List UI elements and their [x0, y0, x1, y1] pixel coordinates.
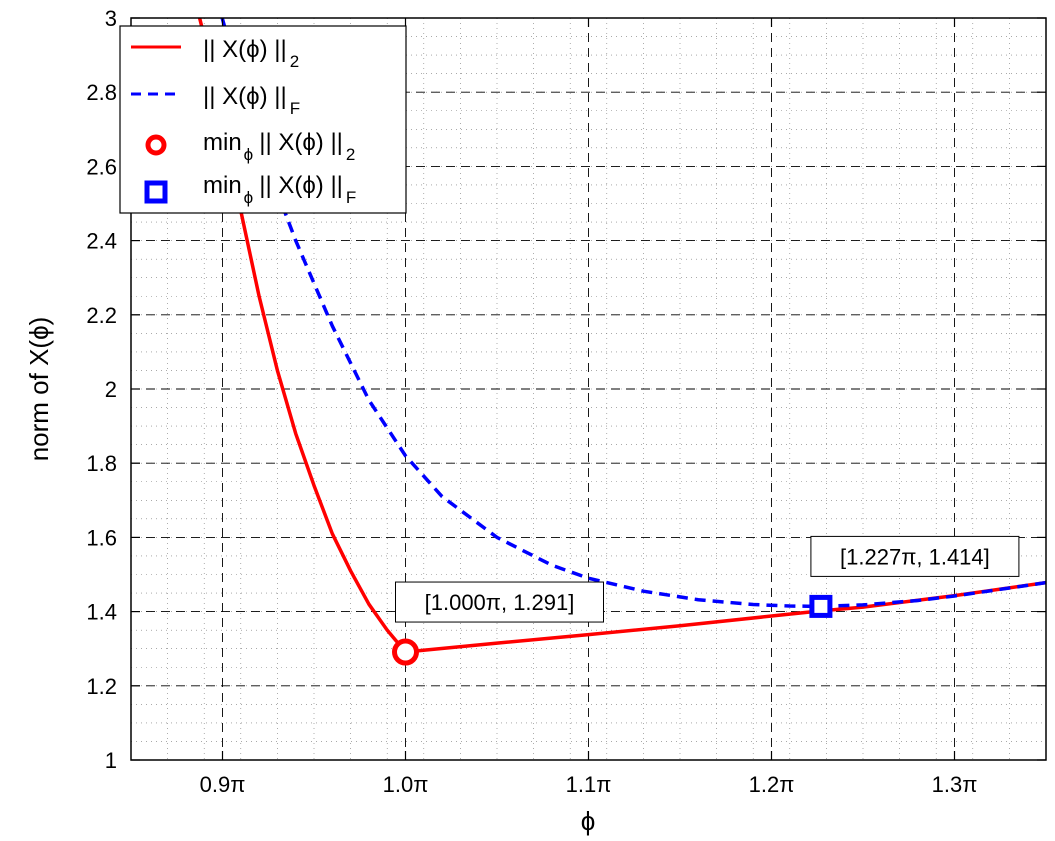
ticks-layer: 0.9π 1.0π 1.1π 1.2π 1.3π 1 1.2 1.4 1.6 1.8 2 2.2 2.4…	[86, 6, 1046, 797]
x-tick-label: 1.0π	[383, 772, 429, 797]
legend-box	[119, 25, 407, 214]
marker-min-normF	[809, 594, 833, 618]
x-tick-label: 1.2π	[749, 772, 795, 797]
markers-layer	[392, 594, 833, 666]
legend-entry-normF: || X(ϕ) || F	[203, 83, 300, 118]
y-tick-label: 2.4	[86, 229, 117, 254]
annotation-box	[810, 535, 1020, 577]
annotations-layer: [1.000π, 1.291] [1.227π, 1.414]	[395, 535, 1020, 623]
legend-marker-min-norm2	[145, 134, 167, 156]
y-tick-label: 1	[105, 748, 117, 773]
legend-entry-norm2: || X(ϕ) || 2	[203, 36, 299, 71]
y-axis-label: norm of X(ϕ)	[24, 317, 54, 462]
y-tick-label: 1.6	[86, 525, 117, 550]
annotation-box	[395, 581, 604, 623]
y-tick-label: 2.8	[86, 80, 117, 105]
y-tick-label: 2	[105, 377, 117, 402]
y-tick-label: 1.2	[86, 674, 117, 699]
legend-marker-min-normF	[144, 180, 168, 204]
y-tick-label: 3	[105, 6, 117, 31]
y-tick-label: 1.8	[86, 451, 117, 476]
x-tick-label: 0.9π	[200, 772, 246, 797]
legend-entry-min-norm2: min ϕ || X(ϕ) || 2	[203, 129, 355, 164]
x-axis-label: ϕ	[581, 806, 596, 836]
annotation-min-normF: [1.227π, 1.414]	[840, 544, 990, 569]
y-tick-label: 2.2	[86, 303, 117, 328]
x-tick-label: 1.1π	[566, 772, 612, 797]
y-tick-label: 2.6	[86, 154, 117, 179]
y-tick-label: 1.4	[86, 600, 117, 625]
annotation-min-norm2: [1.000π, 1.291]	[425, 590, 575, 615]
marker-min-norm2	[392, 638, 419, 666]
legend: || X(ϕ) || 2 || X(ϕ) || F min ϕ || X(ϕ) || 2 …	[119, 25, 407, 214]
x-tick-label: 1.3π	[932, 772, 978, 797]
legend-entry-min-normF: min ϕ || X(ϕ) || F	[203, 172, 356, 207]
